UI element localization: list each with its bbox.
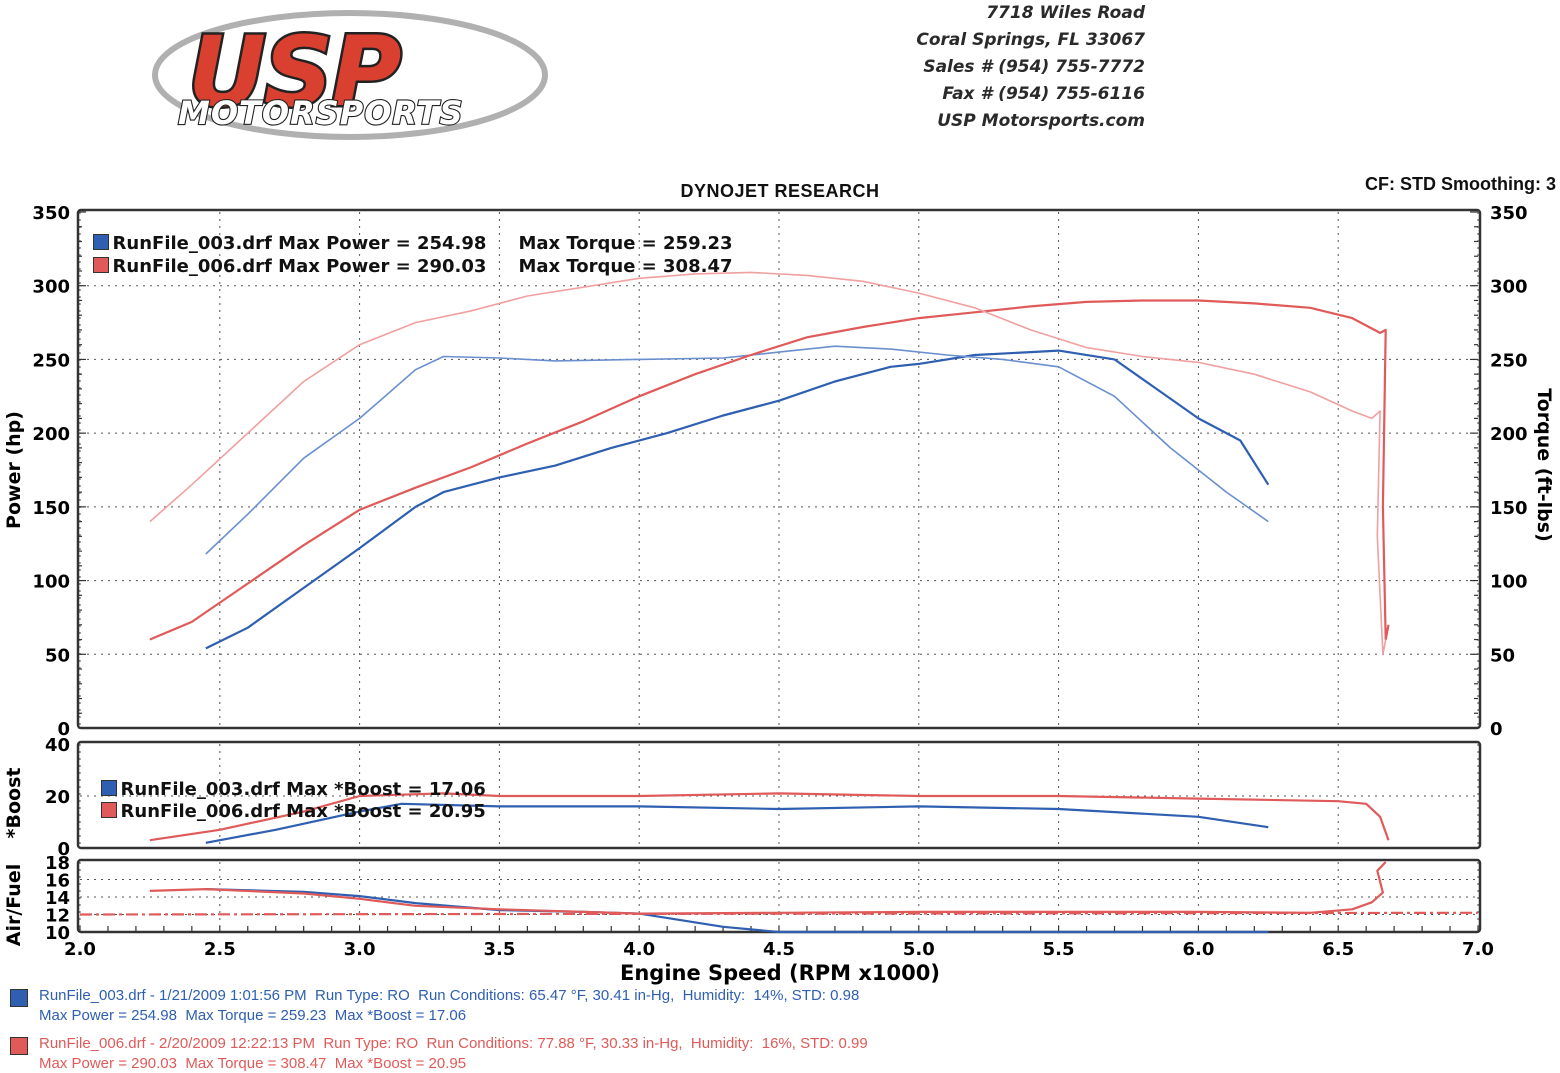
series-line-air-fuel-reference bbox=[79, 911, 1479, 916]
logo-text: USP bbox=[188, 16, 401, 128]
x-tick-label: 6.5 bbox=[1322, 939, 1354, 960]
chart-title: DYNOJET RESEARCH bbox=[680, 181, 880, 201]
y-tick-label: 150 bbox=[32, 498, 70, 519]
legend-swatch-blue bbox=[100, 780, 117, 796]
legend-torque-label: Max Torque = 308.47 bbox=[518, 256, 733, 277]
y-axis-label-left: Power (hp) bbox=[3, 411, 25, 529]
afr-axis-label: Air/Fuel bbox=[3, 864, 25, 947]
boost-legend-run003: RunFile_003.drf Max *Boost = 17.06 bbox=[88, 758, 486, 800]
chart-info: CF: STD Smoothing: 3 bbox=[1365, 174, 1556, 194]
x-tick-label: 4.0 bbox=[623, 939, 655, 960]
footer-run003: RunFile_003.drf - 1/21/2009 1:01:56 PM R… bbox=[10, 987, 859, 1024]
y-tick-label: 16 bbox=[45, 871, 70, 892]
y-tick-label: 300 bbox=[32, 277, 70, 298]
address-line: Fax # (954) 755-6116 bbox=[942, 84, 1145, 104]
y-tick-label-right: 50 bbox=[1490, 645, 1515, 666]
boost-axis-label: *Boost bbox=[3, 768, 25, 839]
series-line-runfile-003-drf-torque bbox=[205, 345, 1269, 555]
y-tick-label-right: 250 bbox=[1490, 350, 1528, 371]
y-tick-label-right: 150 bbox=[1490, 498, 1528, 519]
series-line-runfile-003-drf-boost bbox=[205, 802, 1269, 844]
x-axis-label: Engine Speed (RPM x1000) bbox=[620, 961, 940, 985]
boost-legend-label: RunFile_006.drf Max *Boost = 20.95 bbox=[120, 801, 486, 822]
x-tick-label: 3.5 bbox=[483, 939, 515, 960]
main-legend-run006: RunFile_006.drf Max Power = 290.03 Max To… bbox=[80, 235, 733, 277]
shop-address: 7718 Wiles Road Coral Springs, FL 33067 … bbox=[916, 0, 1145, 135]
y-tick-label: 20 bbox=[45, 787, 70, 808]
y-tick-label: 12 bbox=[45, 906, 70, 927]
y-tick-label: 250 bbox=[32, 350, 70, 371]
footer-line: Max Power = 254.98 Max Torque = 259.23 M… bbox=[39, 1007, 467, 1024]
legend-torque-label: Max Torque = 259.23 bbox=[518, 233, 733, 254]
y-tick-label: 10 bbox=[45, 923, 70, 944]
x-tick-label: 5.5 bbox=[1043, 939, 1075, 960]
x-tick-label: 5.0 bbox=[903, 939, 935, 960]
main-legend-run003: RunFile_003.drf Max Power = 254.98 Max To… bbox=[80, 212, 733, 254]
x-tick-label: 4.5 bbox=[763, 939, 795, 960]
series-line-runfile-003-drf-air-fuel bbox=[205, 888, 1269, 934]
address-line: Coral Springs, FL 33067 bbox=[916, 30, 1145, 50]
y-tick-label-right: 350 bbox=[1490, 203, 1528, 224]
series-line-runfile-006-drf-power bbox=[149, 299, 1390, 641]
footer-line: Max Power = 290.03 Max Torque = 308.47 M… bbox=[39, 1055, 467, 1072]
x-tick-label: 2.0 bbox=[64, 939, 96, 960]
y-tick-label: 350 bbox=[32, 203, 70, 224]
series-line-runfile-006-drf-boost bbox=[149, 792, 1390, 842]
y-tick-label-right: 300 bbox=[1490, 277, 1528, 298]
footer-line: RunFile_003.drf - 1/21/2009 1:01:56 PM R… bbox=[39, 987, 860, 1004]
footer-run006: RunFile_006.drf - 2/20/2009 12:22:13 PM … bbox=[10, 1035, 868, 1072]
legend-swatch-blue bbox=[92, 234, 109, 250]
main-plot-frame bbox=[76, 208, 1482, 730]
y-tick-label: 50 bbox=[45, 645, 70, 666]
address-line: Sales # (954) 755-7772 bbox=[923, 57, 1145, 77]
y-tick-label: 100 bbox=[32, 572, 70, 593]
x-tick-label: 6.0 bbox=[1182, 939, 1214, 960]
legend-swatch-red bbox=[92, 257, 109, 273]
series-line-runfile-006-drf-torque bbox=[149, 271, 1387, 656]
series-line-runfile-003-drf-power bbox=[205, 349, 1270, 650]
y-tick-label-right: 100 bbox=[1490, 572, 1528, 593]
logo-subtext: MOTORSPORTS bbox=[178, 94, 464, 132]
y-tick-label: 0 bbox=[57, 839, 70, 860]
legend-power-label: RunFile_006.drf Max Power = 290.03 bbox=[112, 256, 487, 277]
series-line-runfile-006-drf-air-fuel bbox=[149, 861, 1387, 915]
footer-line: RunFile_006.drf - 2/20/2009 12:22:13 PM … bbox=[39, 1035, 868, 1052]
y-tick-label: 200 bbox=[32, 424, 70, 445]
legend-swatch-red bbox=[100, 802, 117, 818]
boost-legend-run006: RunFile_006.drf Max *Boost = 20.95 bbox=[88, 780, 486, 822]
usp-logo: USP MOTORSPORTS bbox=[152, 10, 548, 140]
x-tick-label: 7.0 bbox=[1462, 939, 1494, 960]
y-tick-label: 40 bbox=[45, 735, 70, 756]
address-line: USP Motorsports.com bbox=[937, 111, 1145, 131]
y-tick-label: 0 bbox=[57, 719, 70, 740]
y-tick-label-right: 200 bbox=[1490, 424, 1528, 445]
footer-swatch-blue bbox=[10, 989, 28, 1007]
footer-swatch-red bbox=[10, 1037, 28, 1055]
address-line: 7718 Wiles Road bbox=[986, 3, 1145, 23]
y-tick-label: 14 bbox=[45, 888, 70, 909]
y-axis-label-right: Torque (ft-lbs) bbox=[1533, 388, 1555, 542]
y-tick-label: 18 bbox=[45, 853, 70, 874]
legend-power-label: RunFile_003.drf Max Power = 254.98 bbox=[112, 233, 487, 254]
x-tick-label: 3.0 bbox=[344, 939, 376, 960]
boost-legend-label: RunFile_003.drf Max *Boost = 17.06 bbox=[120, 779, 486, 800]
boost-plot-frame bbox=[76, 740, 1482, 850]
y-tick-label-right: 0 bbox=[1490, 719, 1503, 740]
x-tick-label: 2.5 bbox=[204, 939, 236, 960]
